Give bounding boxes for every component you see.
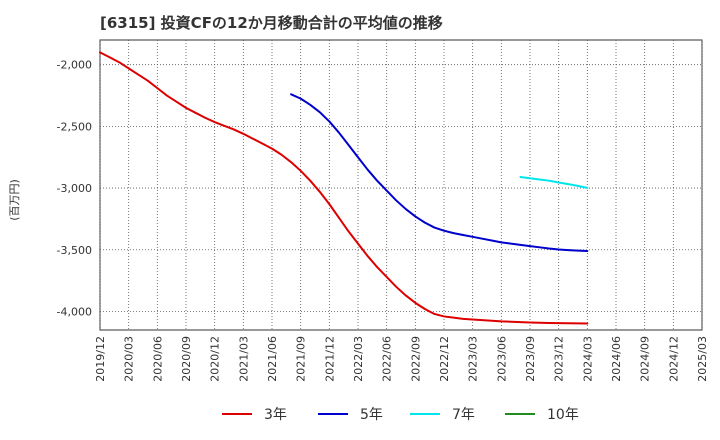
x-tick-label: 2020/09 (180, 336, 193, 382)
x-tick-label: 2021/09 (295, 336, 308, 382)
y-tick-label: -2,000 (57, 59, 92, 72)
x-tick-label: 2025/03 (696, 336, 709, 382)
x-tick-label: 2024/12 (667, 336, 680, 382)
x-tick-label: 2021/12 (323, 336, 336, 382)
x-tick-label: 2023/06 (495, 336, 508, 382)
y-tick-label: -3,000 (57, 182, 92, 195)
x-tick-label: 2020/12 (209, 336, 222, 382)
series-line (519, 175, 589, 189)
x-tick-label: 2020/03 (123, 336, 136, 382)
x-tick-label: 2019/12 (94, 336, 107, 382)
x-tick-label: 2024/09 (639, 336, 652, 382)
series-layer (99, 51, 589, 325)
legend-label: 5年 (360, 407, 383, 423)
axes: -2,000 -2,500 -3,000 -3,500 -4,000 2019/12 202… (8, 59, 709, 382)
x-tick-label: 2022/06 (381, 336, 394, 382)
plot-area (99, 39, 703, 331)
x-tick-label: 2022/12 (438, 336, 451, 382)
x-tick-label: 2021/03 (237, 336, 250, 382)
x-tick-label: 2022/03 (352, 336, 365, 382)
x-tick-label: 2023/09 (524, 336, 537, 382)
series-line (290, 93, 589, 253)
x-tick-label: 2024/06 (610, 336, 623, 382)
y-axis-title: (百万円) (8, 179, 21, 221)
legend: 3年 5年 7年 10年 (222, 407, 579, 423)
series-line (99, 51, 589, 325)
y-tick-label: -2,500 (57, 120, 92, 133)
x-tick-label: 2021/06 (266, 336, 279, 382)
chart-title: [6315] 投資CFの12か月移動合計の平均値の推移 (100, 14, 443, 32)
legend-label: 3年 (264, 407, 287, 423)
x-tick-label: 2020/06 (151, 336, 164, 382)
legend-label: 7年 (452, 407, 475, 423)
legend-label: 10年 (547, 407, 579, 423)
plot-frame (99, 39, 703, 331)
x-tick-label: 2024/03 (581, 336, 594, 382)
y-tick-label: -3,500 (57, 244, 92, 257)
y-tick-label: -4,000 (57, 305, 92, 318)
x-tick-label: 2023/03 (467, 336, 480, 382)
x-tick-label: 2023/12 (553, 336, 566, 382)
x-tick-label: 2022/09 (409, 336, 422, 382)
